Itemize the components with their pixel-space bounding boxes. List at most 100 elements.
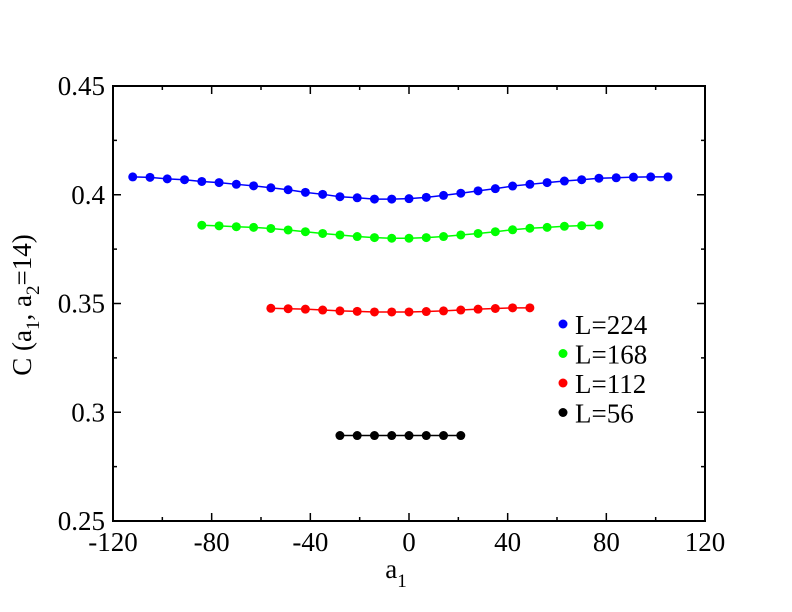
- data-point: [404, 233, 414, 243]
- data-point: [266, 223, 276, 233]
- data-point: [180, 175, 190, 185]
- data-point: [318, 305, 328, 315]
- legend-label: L=168: [575, 340, 647, 370]
- data-point: [439, 190, 449, 200]
- data-point: [525, 179, 535, 189]
- data-point: [352, 431, 362, 441]
- data-point: [231, 179, 241, 189]
- data-point: [439, 306, 449, 316]
- data-point: [421, 233, 431, 243]
- legend-label: L=224: [575, 310, 648, 340]
- data-point: [456, 230, 466, 240]
- data-point: [525, 303, 535, 313]
- data-point: [421, 192, 431, 202]
- legend-label: L=56: [575, 399, 634, 429]
- data-point: [387, 307, 397, 317]
- data-point: [663, 172, 673, 182]
- y-tick-label: 0.3: [71, 397, 105, 427]
- data-point: [456, 188, 466, 198]
- data-point: [352, 193, 362, 203]
- data-point: [352, 232, 362, 242]
- data-point: [318, 189, 328, 199]
- data-point: [611, 173, 621, 183]
- data-point: [318, 228, 328, 238]
- data-point: [214, 178, 224, 188]
- data-point: [490, 184, 500, 194]
- x-tick-label: -120: [88, 527, 138, 557]
- legend-marker: [558, 319, 568, 329]
- data-point: [128, 172, 138, 182]
- data-point: [508, 225, 518, 235]
- data-point: [300, 187, 310, 197]
- x-tick-label: 80: [593, 527, 620, 557]
- data-point: [249, 222, 259, 232]
- data-point: [577, 221, 587, 231]
- data-point: [525, 223, 535, 233]
- data-point: [369, 431, 379, 441]
- series-l-168: [197, 220, 604, 243]
- data-point: [283, 185, 293, 195]
- x-axis-label: a1: [385, 554, 406, 592]
- data-point: [335, 306, 345, 316]
- data-point: [369, 233, 379, 243]
- data-point: [594, 173, 604, 183]
- data-point: [266, 303, 276, 313]
- data-point: [421, 431, 431, 441]
- x-tick-label: 120: [685, 527, 726, 557]
- data-point: [508, 181, 518, 191]
- data-point: [473, 186, 483, 196]
- data-point: [439, 431, 449, 441]
- data-point: [283, 225, 293, 235]
- data-point: [162, 174, 172, 184]
- data-point: [283, 304, 293, 314]
- x-tick-label: -80: [194, 527, 230, 557]
- legend-marker: [558, 378, 568, 388]
- data-point: [197, 176, 207, 186]
- legend-marker: [558, 349, 568, 358]
- data-point: [352, 306, 362, 316]
- data-point: [456, 305, 466, 315]
- data-point: [473, 304, 483, 314]
- data-point: [559, 176, 569, 186]
- y-tick-label: 0.4: [71, 180, 105, 210]
- y-axis-label: C (a1, a2=14): [7, 234, 44, 375]
- data-point: [387, 194, 397, 204]
- y-tick-label: 0.45: [58, 71, 105, 101]
- legend-marker: [558, 408, 568, 417]
- axis-ticks: -120 -80 -40 0 40 80 120 0.25 0.3 0.35 0.4 0.45: [58, 71, 726, 557]
- data-point: [266, 183, 276, 193]
- data-point: [542, 222, 552, 232]
- data-point: [369, 307, 379, 317]
- data-point: [369, 194, 379, 204]
- data-point: [421, 307, 431, 317]
- data-point: [404, 431, 414, 441]
- data-point: [335, 431, 345, 441]
- series-l-56: [335, 431, 466, 441]
- y-tick-label: 0.35: [58, 289, 105, 319]
- series-l-224: [128, 172, 673, 204]
- series-line-l-112: [270, 307, 530, 313]
- legend-label: L=112: [575, 369, 646, 399]
- data-point: [387, 431, 397, 441]
- data-point: [628, 172, 638, 182]
- data-point: [145, 172, 155, 182]
- series-l-112: [266, 303, 535, 317]
- data-point: [594, 220, 604, 230]
- data-point: [249, 181, 259, 191]
- data-point: [231, 222, 241, 232]
- data-point: [404, 307, 414, 317]
- data-point: [214, 221, 224, 231]
- series-layer: [128, 172, 673, 441]
- data-point: [490, 227, 500, 237]
- data-point: [490, 304, 500, 314]
- data-point: [335, 230, 345, 240]
- data-point: [387, 233, 397, 243]
- data-point: [300, 227, 310, 237]
- x-tick-label: 40: [494, 527, 521, 557]
- data-point: [439, 232, 449, 242]
- y-tick-label: 0.25: [58, 506, 105, 536]
- data-point: [197, 220, 207, 230]
